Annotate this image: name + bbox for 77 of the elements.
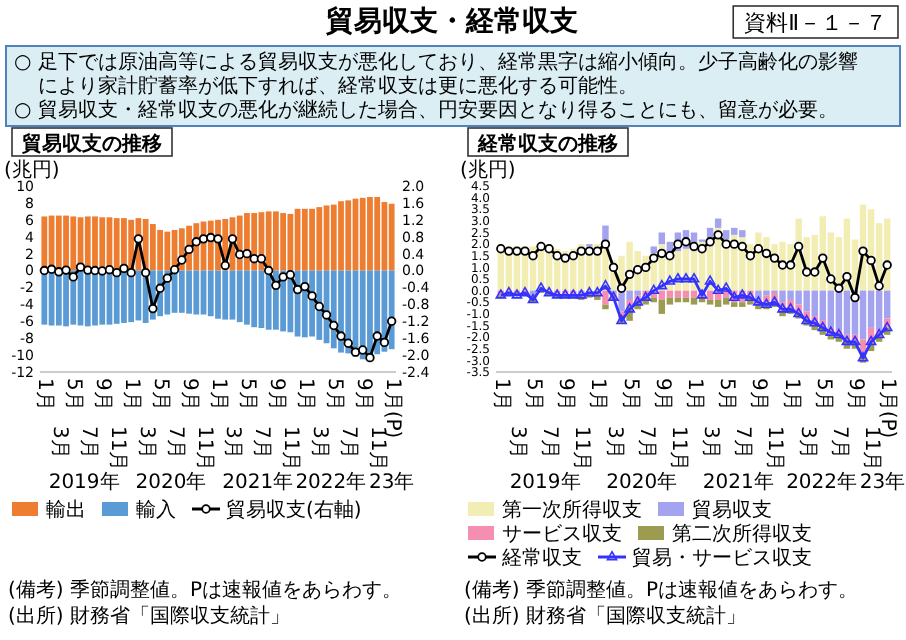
- text: (備考) 季節調整値。Pは速報値をあらわす。: [464, 578, 859, 602]
- x-tick-label: 7月: [731, 426, 754, 459]
- x-tick-label: 1月: [33, 378, 56, 411]
- legend-label: 輸入: [136, 498, 176, 522]
- x-tick-label: 5月: [715, 378, 738, 411]
- x-tick-label: 3月: [134, 426, 157, 459]
- x-tick-label: 7月: [76, 426, 99, 459]
- text: 23年: [368, 470, 415, 494]
- x-tick-label: 1月: [586, 378, 609, 411]
- x-tick-label: 1月: [293, 378, 316, 411]
- text: 2022年: [786, 470, 858, 494]
- x-tick-label: 3月: [795, 426, 818, 459]
- x-tick-label: 11月: [570, 426, 593, 472]
- x-tick-label: 1月: [683, 378, 705, 411]
- text: 2021年: [702, 470, 774, 494]
- text: (出所) 財務省「国際収支統計」: [464, 604, 746, 628]
- legend-label: 貿易・サービス収支: [632, 546, 812, 570]
- text: (備考) 季節調整値。Pは速報値をあらわす。: [8, 578, 403, 602]
- x-tick-label: 7月: [827, 426, 850, 459]
- x-tick-label: 9月: [264, 378, 287, 411]
- x-tick-label: 9月: [650, 378, 673, 411]
- x-tick-label: 9月: [747, 378, 770, 411]
- x-tick-label: 5月: [62, 378, 85, 411]
- x-tick-label: 11月: [105, 426, 128, 472]
- x-tick-label: 11月: [763, 426, 786, 472]
- legend-label: 第一次所得収支: [502, 498, 642, 522]
- legend-label: 経常収支: [500, 546, 582, 570]
- y-axis-title: (兆円): [4, 158, 60, 182]
- x-tick-label: 9月: [178, 378, 201, 411]
- legend-label: 輸出: [46, 498, 86, 522]
- text: ○ 貿易収支・経常収支の悪化が継続した場合、円安要因となり得ることにも、留意が必要。: [14, 98, 838, 122]
- x-tick-label: 5月: [811, 378, 834, 411]
- x-tick-label: 3月: [47, 426, 70, 459]
- text: 2020年: [135, 470, 207, 494]
- text: 2021年: [222, 470, 294, 494]
- legend-label: 貿易収支(右軸): [226, 498, 362, 522]
- chart-title: 経常収支の推移: [476, 132, 618, 156]
- chart-title: 貿易収支の推移: [20, 132, 162, 156]
- text: 2022年: [295, 470, 367, 494]
- x-tick-label: 9月: [91, 378, 114, 411]
- legend-label: サービス収支: [502, 522, 622, 546]
- x-tick-label: 1月: [207, 378, 229, 411]
- legend-label: 第二次所得収支: [672, 522, 812, 546]
- text: 資料Ⅱ－１－７: [744, 10, 888, 36]
- x-tick-label: 3月: [602, 426, 625, 459]
- text: ○ 足下では原油高等による貿易収支が悪化しており、経常黒字は縮小傾向。少子高齢化の影響により家計貯蓄率が低下すれば、経常収支は更に悪化する可能性。: [14, 50, 858, 98]
- x-tick-label: 5月: [149, 378, 172, 411]
- x-tick-label: 1月: [489, 378, 512, 411]
- text: (出所) 財務省「国際収支統計」: [8, 604, 290, 628]
- x-tick-label: 11月: [279, 426, 302, 472]
- x-tick-label: 3月: [308, 426, 331, 459]
- x-tick-label: 3月: [699, 426, 722, 459]
- x-tick-label: 9月: [351, 378, 374, 411]
- text: 2020年: [606, 470, 678, 494]
- x-tick-label: 1月: [779, 378, 802, 411]
- text: 2019年: [48, 470, 120, 494]
- x-tick-label: 5月: [522, 378, 545, 411]
- text: 2019年: [509, 470, 581, 494]
- x-tick-label: 9月: [843, 378, 866, 411]
- x-tick-label: 7月: [337, 426, 360, 459]
- x-tick-label: 11月: [192, 426, 215, 472]
- x-tick-label: 5月: [618, 378, 641, 411]
- x-tick-label: 3月: [221, 426, 244, 459]
- x-tick-label: 11月: [666, 426, 689, 472]
- x-tick-label: 7月: [538, 426, 561, 459]
- x-tick-label: 9月: [554, 378, 577, 411]
- x-tick-label: 5月: [322, 378, 345, 411]
- x-tick-label: 7月: [634, 426, 657, 459]
- x-tick-label: 5月: [235, 378, 258, 411]
- x-tick-label: 7月: [163, 426, 186, 459]
- text: 貿易収支・経常収支: [324, 4, 578, 38]
- text: 23年: [859, 470, 906, 494]
- x-tick-label: 7月: [250, 426, 273, 459]
- x-tick-label: 1月: [120, 378, 143, 411]
- legend-label: 貿易収支: [692, 498, 772, 522]
- x-tick-label: 3月: [505, 426, 528, 459]
- y-axis-title: (兆円): [460, 158, 516, 182]
